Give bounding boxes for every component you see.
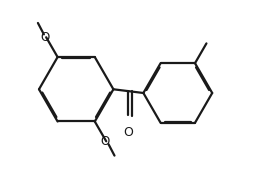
Text: O: O <box>40 31 50 44</box>
Text: O: O <box>123 126 133 139</box>
Text: O: O <box>100 135 109 148</box>
